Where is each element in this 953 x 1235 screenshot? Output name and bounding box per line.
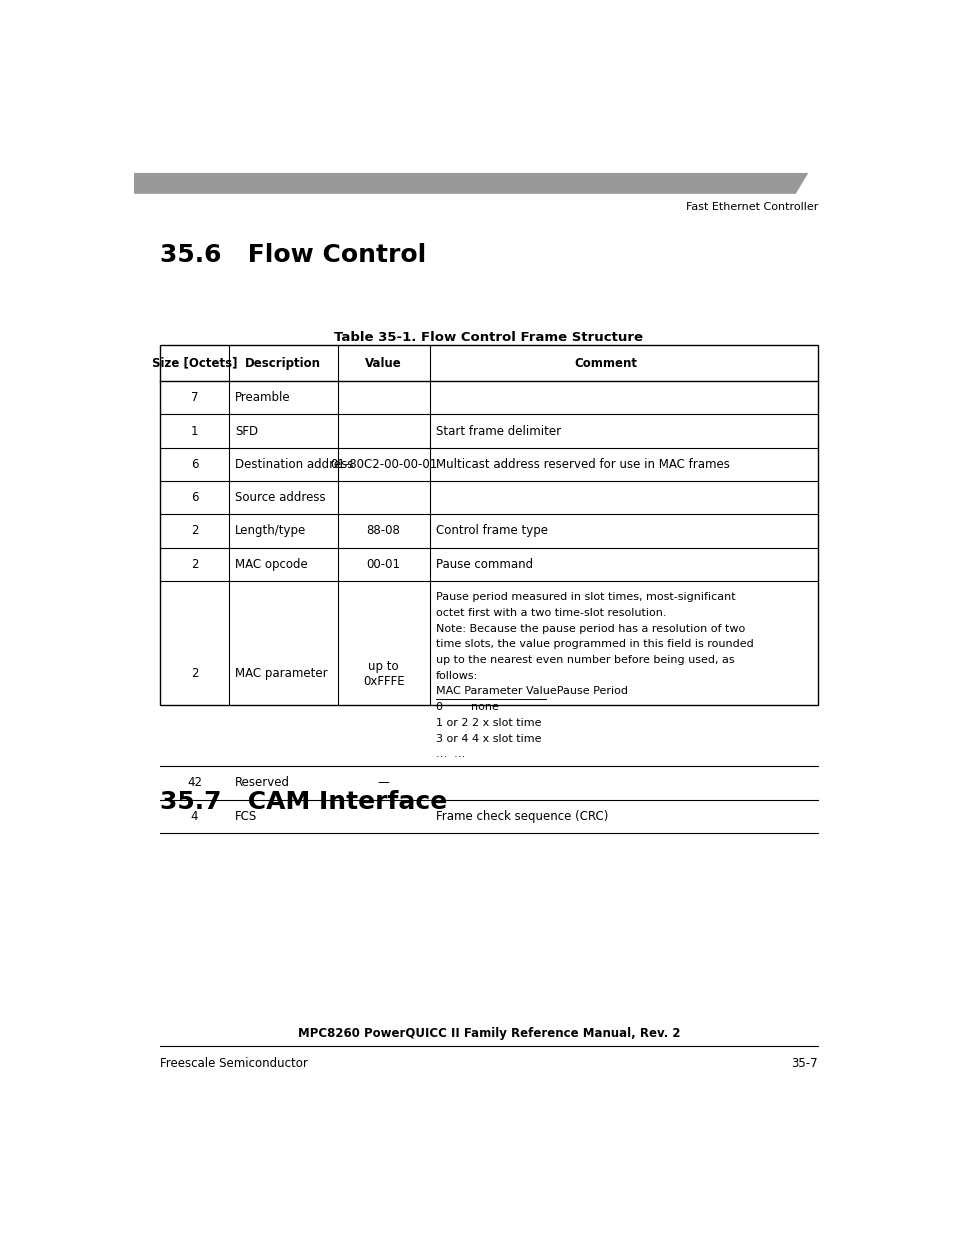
Text: Preamble: Preamble [234, 391, 291, 404]
Text: Pause command: Pause command [436, 558, 532, 571]
Text: 1 or 2 2 x slot time: 1 or 2 2 x slot time [436, 718, 540, 727]
Text: Comment: Comment [574, 357, 637, 369]
Text: Destination address: Destination address [234, 458, 353, 471]
Text: 7: 7 [191, 391, 198, 404]
Text: MAC Parameter ValuePause Period: MAC Parameter ValuePause Period [436, 687, 627, 697]
Text: Frame check sequence (CRC): Frame check sequence (CRC) [436, 810, 607, 823]
Text: Reserved: Reserved [234, 777, 290, 789]
Text: Size [Octets]: Size [Octets] [152, 357, 237, 369]
Text: up to the nearest even number before being used, as: up to the nearest even number before bei… [436, 655, 734, 666]
Text: —: — [377, 777, 389, 789]
Text: Pause period measured in slot times, most-significant: Pause period measured in slot times, mos… [436, 593, 735, 603]
Text: 2: 2 [191, 525, 198, 537]
Text: 35.7   CAM Interface: 35.7 CAM Interface [160, 790, 447, 814]
Text: Table 35-1. Flow Control Frame Structure: Table 35-1. Flow Control Frame Structure [335, 331, 642, 343]
Text: 88-08: 88-08 [366, 525, 400, 537]
Text: 4: 4 [191, 810, 198, 823]
Text: 6: 6 [191, 492, 198, 504]
Text: octet first with a two time-slot resolution.: octet first with a two time-slot resolut… [436, 608, 665, 618]
Text: Freescale Semiconductor: Freescale Semiconductor [160, 1057, 308, 1071]
Text: Length/type: Length/type [234, 525, 306, 537]
Text: 2: 2 [191, 667, 198, 680]
Text: FCS: FCS [234, 810, 257, 823]
Text: Description: Description [245, 357, 321, 369]
Text: Source address: Source address [234, 492, 325, 504]
Text: 35.6   Flow Control: 35.6 Flow Control [160, 243, 426, 267]
Text: …  …: … … [436, 750, 464, 760]
Text: 01-80C2-00-00-01: 01-80C2-00-00-01 [330, 458, 436, 471]
Text: Value: Value [365, 357, 401, 369]
Text: 3 or 4 4 x slot time: 3 or 4 4 x slot time [436, 734, 540, 743]
Text: 1: 1 [191, 425, 198, 437]
Text: 00-01: 00-01 [366, 558, 400, 571]
Text: 6: 6 [191, 458, 198, 471]
Text: Multicast address reserved for use in MAC frames: Multicast address reserved for use in MA… [436, 458, 729, 471]
Text: 35-7: 35-7 [790, 1057, 817, 1071]
Text: up to
0xFFFE: up to 0xFFFE [362, 659, 404, 688]
Text: 42: 42 [187, 777, 202, 789]
Text: time slots, the value programmed in this field is rounded: time slots, the value programmed in this… [436, 640, 753, 650]
Text: 0        none: 0 none [436, 703, 498, 713]
Text: Fast Ethernet Controller: Fast Ethernet Controller [685, 203, 817, 212]
Text: Control frame type: Control frame type [436, 525, 547, 537]
Text: MPC8260 PowerQUICC II Family Reference Manual, Rev. 2: MPC8260 PowerQUICC II Family Reference M… [297, 1028, 679, 1040]
Text: MAC parameter: MAC parameter [234, 667, 327, 680]
Text: 2: 2 [191, 558, 198, 571]
Bar [160, 345, 817, 704]
Text: SFD: SFD [234, 425, 257, 437]
Text: Start frame delimiter: Start frame delimiter [436, 425, 560, 437]
Text: MAC opcode: MAC opcode [234, 558, 308, 571]
Polygon shape [133, 173, 807, 194]
Text: Note: Because the pause period has a resolution of two: Note: Because the pause period has a res… [436, 624, 744, 634]
Text: follows:: follows: [436, 671, 477, 680]
